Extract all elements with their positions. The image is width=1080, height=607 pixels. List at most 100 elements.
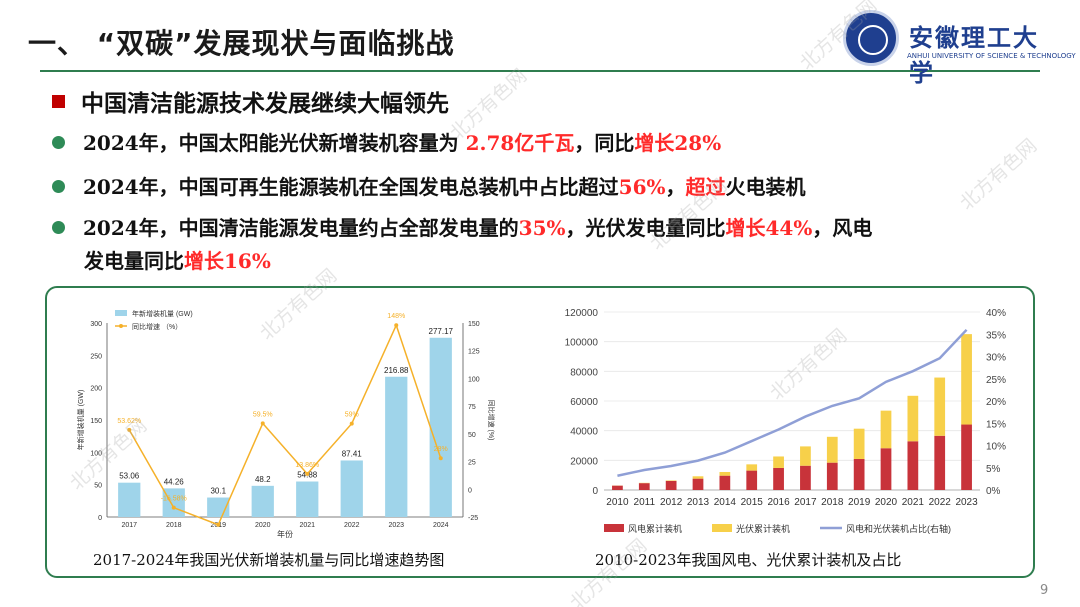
y2-tick-label: 25: [468, 460, 476, 467]
x-tick-label: 2011: [634, 497, 656, 508]
y-tick-label: 100000: [565, 338, 599, 349]
growth-rate-label: 148%: [387, 313, 405, 320]
growth-rate-line: [128, 323, 442, 526]
bar-annual-capacity: [251, 485, 274, 517]
y2-tick-label: 150: [468, 321, 480, 328]
bar-value-label: 216.88: [384, 366, 409, 375]
y2-tick-label: 20%: [986, 397, 1006, 408]
growth-rate-point: [260, 421, 265, 426]
right-chart-caption: 2010-2023年我国风电、光伏累计装机及占比: [595, 551, 902, 569]
university-seal-icon: [843, 10, 899, 66]
legend-label-share: 风电和光伏装机占比(右轴): [846, 523, 951, 534]
y2-tick-label: 40%: [986, 308, 1006, 319]
university-name-en: ANHUI UNIVERSITY OF SCIENCE & TECHNOLOGY: [907, 52, 1076, 60]
legend-swatch-wind: [604, 524, 624, 532]
bullet-text: 2024年，中国太阳能光伏新增装机容量为: [83, 131, 466, 155]
legend-label-wind: 风电累计装机: [628, 523, 682, 534]
y2-tick-label: 75: [468, 404, 476, 411]
y-tick-label: 300: [90, 321, 102, 328]
bar-pv-cumulative: [773, 456, 784, 468]
y-axis-title: 年新增装机量 (GW): [76, 390, 85, 451]
y-tick-label: 60000: [570, 397, 598, 408]
growth-rate-point: [216, 522, 221, 527]
bullet-text: ，风电: [812, 216, 873, 240]
x-tick-label: 2024: [433, 522, 449, 529]
bullet-highlight: 超过: [685, 175, 726, 199]
y2-tick-label: 5%: [986, 464, 1001, 475]
section-heading: 中国清洁能源技术发展继续大幅领先: [52, 84, 449, 118]
bar-annual-capacity: [429, 337, 452, 517]
bar-value-label: 30.1: [210, 487, 226, 496]
bullet-text: 2024年，中国可再生能源装机在全国发电总装机中占比超过: [83, 175, 619, 199]
bar-value-label: 277.17: [429, 327, 454, 336]
y-tick-label: 150: [90, 418, 102, 425]
x-axis-title: 年份: [277, 529, 293, 539]
bullet-dot-icon: [52, 180, 65, 193]
pv-new-capacity-chart: 0 50 100 150 200 250 300 -25 0 25 50 75 100 125 150 年新增…: [76, 309, 496, 539]
y2-tick-label: 10%: [986, 442, 1006, 453]
growth-rate-point: [305, 471, 310, 476]
x-tick-label: 2016: [767, 497, 790, 508]
bar-pv-cumulative: [880, 410, 892, 449]
x-tick-label: 2012: [660, 497, 683, 508]
bar-pv-cumulative: [853, 428, 865, 459]
share-line: [617, 328, 968, 477]
bar-value-label: 44.26: [164, 477, 185, 486]
y-tick-label: 80000: [570, 367, 598, 378]
growth-rate-label: 28%: [434, 446, 448, 453]
growth-rate-point: [438, 456, 443, 461]
legend-swatch-bar: [115, 310, 127, 316]
y2-tick-label: 0: [468, 487, 472, 494]
bar-pv-cumulative: [826, 436, 838, 463]
bar-pv-cumulative: [665, 480, 677, 481]
bar-wind-cumulative: [800, 465, 811, 490]
y-tick-label: 50: [94, 483, 102, 490]
bar-value-label: 87.41: [342, 449, 363, 458]
y2-tick-label: 35%: [986, 330, 1006, 341]
growth-rate-label: 59.5%: [253, 411, 273, 418]
bar-pv-cumulative: [800, 446, 811, 466]
x-tick-label: 2017: [794, 497, 817, 508]
y2-tick-label: 100: [468, 376, 480, 383]
bar-annual-capacity: [340, 460, 363, 517]
bar-wind-cumulative: [934, 435, 946, 490]
bar-wind-cumulative: [826, 462, 838, 490]
bar-annual-capacity: [296, 481, 319, 517]
y-tick-label: 200: [90, 386, 102, 393]
bar-annual-capacity: [118, 482, 141, 517]
y-tick-label: 0: [98, 515, 102, 522]
growth-rate-label: -16.58%: [161, 496, 187, 503]
y-tick-label: 0: [592, 486, 598, 497]
bar-pv-cumulative: [934, 377, 946, 436]
growth-rate-point: [171, 505, 176, 510]
y-tick-label: 250: [90, 353, 102, 360]
x-tick-label: 2021: [299, 522, 315, 529]
y-tick-label: 100: [90, 450, 102, 457]
legend-swatch-pv: [712, 524, 732, 532]
x-tick-label: 2013: [687, 497, 710, 508]
bullet-text: 发电量同比: [84, 249, 184, 273]
bar-wind-cumulative: [719, 475, 731, 490]
bar-pv-cumulative: [746, 464, 758, 471]
bar-wind-cumulative: [961, 424, 972, 490]
x-tick-label: 2010: [606, 497, 629, 508]
y-tick-label: 40000: [570, 427, 598, 438]
bar-pv-cumulative: [719, 471, 731, 476]
bar-pv-cumulative: [692, 476, 704, 479]
y2-tick-label: 125: [468, 349, 480, 356]
bullet-text: ，光伏发电量同比: [565, 216, 726, 240]
bar-wind-cumulative: [746, 470, 758, 490]
bar-wind-cumulative: [853, 458, 865, 490]
wind-pv-cumulative-chart: 0 20000 40000 60000 80000 100000 120000 0% 5% 10%…: [565, 308, 1006, 534]
bullet-highlight: 56%: [618, 175, 666, 199]
bullet-solar-capacity: 2024年，中国太阳能光伏新增装机容量为 2.78亿千瓦，同比增长28%: [52, 127, 721, 160]
bullet-text: 火电装机: [725, 175, 806, 199]
growth-rate-label: 59%: [345, 412, 359, 419]
watermark: 北方有色网: [955, 134, 1042, 215]
page-title: 一、 “双碳”发展现状与面临挑战: [28, 27, 455, 60]
bullet-text: ，同比: [574, 131, 635, 155]
y2-tick-label: 25%: [986, 375, 1006, 386]
bar-wind-cumulative: [665, 480, 677, 490]
x-tick-label: 2023: [955, 497, 978, 508]
x-tick-label: 2018: [166, 522, 182, 529]
